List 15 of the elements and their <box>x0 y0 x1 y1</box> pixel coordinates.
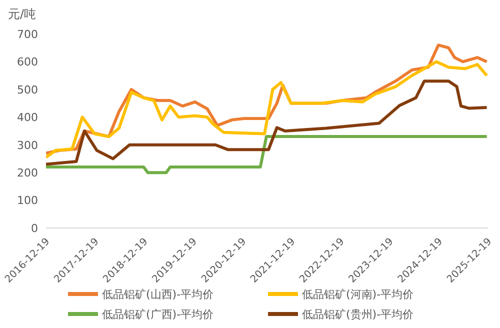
line-series <box>46 60 488 159</box>
y-tick-label: 700 <box>17 28 38 41</box>
y-tick-label: 300 <box>17 138 38 152</box>
y-tick-label: 0 <box>31 222 38 235</box>
line-series <box>46 80 488 166</box>
y-tick-label: 100 <box>17 194 38 208</box>
y-axis-title: 元/吨 <box>8 6 36 23</box>
y-tick-label: 500 <box>17 83 38 96</box>
y-tick-label: 600 <box>17 56 38 69</box>
legend-label: 低品铝矿(贵州)-平均价 <box>302 306 414 322</box>
legend-label: 低品铝矿(广西)-平均价 <box>102 306 214 322</box>
y-tick-label: 400 <box>17 111 38 124</box>
y-tick-label: 200 <box>17 166 38 180</box>
legend-label: 低品铝矿(山西)-平均价 <box>102 286 214 302</box>
legend-label: 低品铝矿(河南)-平均价 <box>302 286 414 302</box>
